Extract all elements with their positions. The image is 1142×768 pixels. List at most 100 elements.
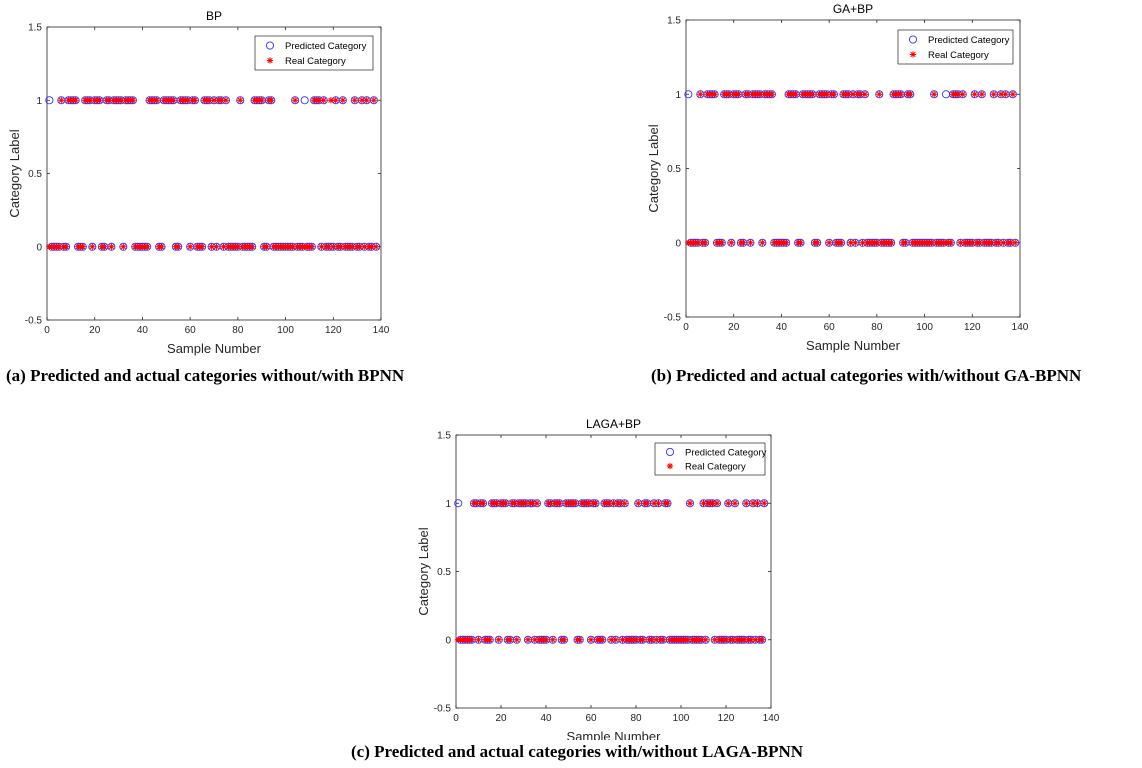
real-point xyxy=(809,91,816,98)
real-point xyxy=(861,91,869,98)
legend-marker-predicted xyxy=(908,35,918,44)
real-point xyxy=(711,91,718,98)
x-tick-label: 60 xyxy=(185,325,197,336)
plot-area xyxy=(685,19,1021,318)
real-point xyxy=(502,500,509,507)
y-tick-label: 1.5 xyxy=(437,431,451,442)
real-point xyxy=(96,97,103,104)
real-point xyxy=(475,636,482,643)
real-point xyxy=(599,636,606,643)
y-tick-label: -0.5 xyxy=(434,704,452,715)
x-tick-label: 40 xyxy=(776,322,788,333)
real-point xyxy=(533,500,541,507)
x-tick-label: 20 xyxy=(495,713,507,724)
scatter-plot: LAGA+BP0 20 40 60 80 100 120 140-0.500.511.5Sam… xyxy=(416,417,780,744)
predicted-point xyxy=(300,96,309,105)
real-point xyxy=(907,91,914,98)
x-tick-label: 0 xyxy=(683,322,689,333)
real-point xyxy=(191,97,199,104)
caption-b: (b) Predicted and actual categories with… xyxy=(651,366,1082,385)
real-point xyxy=(725,91,733,98)
real-point xyxy=(783,239,790,246)
legend-marker-real xyxy=(666,462,674,470)
real-point xyxy=(248,243,256,250)
real-point xyxy=(153,97,160,104)
real-point xyxy=(612,636,619,643)
real-point xyxy=(686,500,694,507)
real-point xyxy=(621,500,628,507)
x-axis-label: Sample Number xyxy=(567,729,662,740)
real-point xyxy=(86,97,94,104)
x-tick-label: 80 xyxy=(232,325,244,336)
real-point xyxy=(186,243,194,250)
x-tick-label: 140 xyxy=(763,713,780,724)
series-real xyxy=(685,91,1019,246)
real-point xyxy=(988,239,995,246)
real-point xyxy=(644,500,651,507)
predicted-point xyxy=(930,90,939,99)
real-point xyxy=(725,500,732,507)
real-point xyxy=(79,243,86,250)
real-point xyxy=(105,97,113,104)
y-tick-label: 0.5 xyxy=(667,164,681,175)
real-point xyxy=(208,243,215,250)
real-point xyxy=(608,636,615,643)
real-point xyxy=(318,243,325,250)
legend-marker-real xyxy=(909,51,917,58)
x-tick-label: 60 xyxy=(585,713,597,724)
real-point xyxy=(363,97,370,104)
real-point xyxy=(655,500,662,507)
real-point xyxy=(58,97,65,104)
real-point xyxy=(268,97,275,104)
x-tick-label: 120 xyxy=(718,713,735,724)
real-point xyxy=(258,97,265,104)
real-point xyxy=(728,239,735,246)
real-point xyxy=(902,239,909,246)
real-point xyxy=(493,500,500,507)
real-point xyxy=(1000,239,1007,246)
real-point xyxy=(740,636,748,643)
real-point xyxy=(897,91,904,98)
y-axis-label: Category Label xyxy=(7,129,22,217)
real-point xyxy=(825,239,833,246)
predicted-point xyxy=(107,242,116,251)
real-point xyxy=(947,239,955,246)
real-point xyxy=(237,97,244,104)
real-point xyxy=(747,239,754,246)
legend-label-real: Real Category xyxy=(928,50,989,61)
real-point xyxy=(1012,239,1019,246)
real-point xyxy=(768,91,776,98)
plot-area xyxy=(46,26,382,321)
real-point xyxy=(635,500,642,507)
real-point xyxy=(339,97,347,104)
real-point xyxy=(144,243,151,250)
real-point xyxy=(587,636,595,643)
chart-panel-bp: BP 0 20 40 60 80 100 120 140 -0.5 0 0.5 1 1.5 Sample N… xyxy=(0,0,400,362)
real-point xyxy=(928,239,935,246)
chart-title: LAGA+BP xyxy=(586,418,641,431)
predicted-point xyxy=(494,635,503,644)
y-tick-label: 0 xyxy=(445,635,451,646)
real-point xyxy=(101,243,108,250)
real-point xyxy=(731,500,739,507)
real-point xyxy=(170,97,177,104)
real-point xyxy=(758,636,766,643)
legend-marker-real xyxy=(266,57,274,64)
y-tick-label: 0 xyxy=(675,238,681,249)
y-tick-label: -0.5 xyxy=(25,316,43,327)
real-point xyxy=(325,243,332,250)
y-tick-label: 1 xyxy=(445,499,451,510)
real-point xyxy=(792,91,799,98)
legend: Predicted Category Real Category xyxy=(897,29,1014,65)
real-point xyxy=(1009,91,1017,98)
real-point xyxy=(664,500,671,507)
x-tick-label: 120 xyxy=(964,322,981,333)
real-point xyxy=(55,243,63,250)
real-point xyxy=(702,636,709,643)
chart-title: BP xyxy=(206,9,222,23)
predicted-point xyxy=(45,96,54,105)
x-tick-label: 140 xyxy=(1012,322,1029,333)
legend-box xyxy=(254,35,374,71)
real-point xyxy=(108,243,115,250)
predicted-point xyxy=(369,96,378,105)
